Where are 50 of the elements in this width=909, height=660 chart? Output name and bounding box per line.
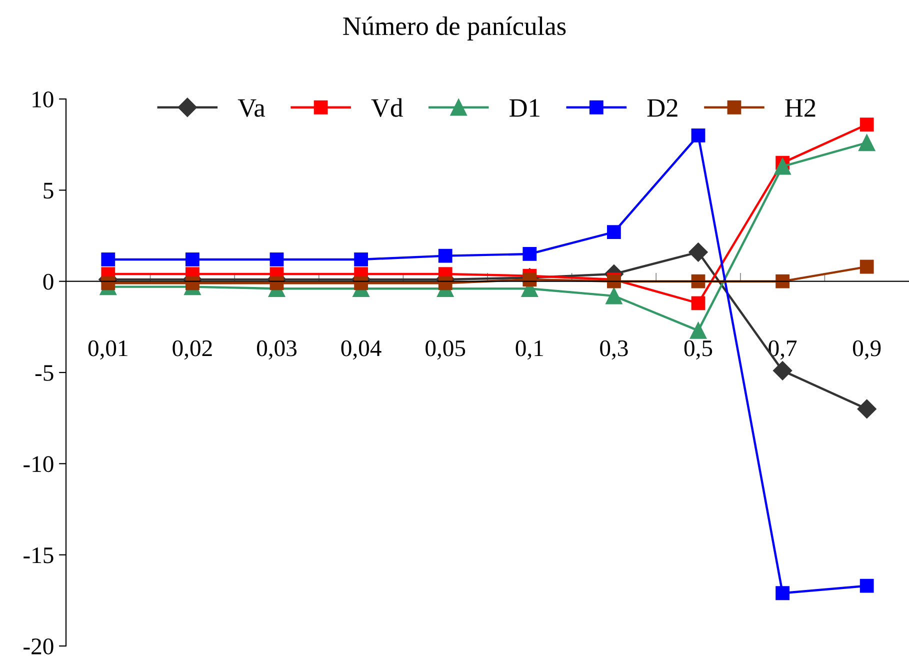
point	[270, 276, 284, 290]
x-tick-label: 0,3	[600, 340, 628, 360]
y-tick-label: 10	[32, 91, 54, 108]
x-tick-label: 0,5	[684, 340, 712, 360]
point	[438, 276, 452, 290]
point	[857, 399, 876, 418]
point	[860, 260, 874, 274]
x-tick-label: 0,1	[516, 340, 543, 360]
legend-label: D2	[647, 99, 678, 117]
point	[522, 247, 537, 261]
point	[773, 361, 792, 380]
point	[776, 586, 790, 600]
point	[186, 276, 200, 290]
x-tick-label: 0,05	[426, 340, 466, 360]
point	[690, 322, 707, 339]
point	[607, 225, 621, 240]
point	[776, 274, 790, 288]
point	[354, 276, 368, 290]
legend-label: Vd	[371, 98, 403, 118]
x-tick-label: 0,02	[172, 340, 212, 360]
point	[858, 134, 876, 152]
x-tick-label: 0,04	[341, 340, 382, 360]
point	[101, 252, 116, 266]
y-tick-label: -10	[24, 456, 54, 472]
y-tick-label: -20	[24, 638, 54, 654]
point	[860, 578, 874, 593]
legend-label: H2	[785, 99, 816, 117]
y-tick-label: 0	[43, 274, 54, 290]
point	[606, 288, 622, 304]
point	[691, 274, 706, 288]
point	[522, 272, 537, 286]
point	[438, 248, 452, 263]
point	[691, 128, 706, 142]
point	[774, 158, 791, 175]
chart-title: Número de panículas	[343, 16, 566, 40]
y-tick-label: 5	[44, 182, 54, 199]
y-tick-label: -15	[24, 547, 54, 564]
point	[691, 296, 706, 310]
x-tick-label: 0,03	[256, 340, 296, 360]
point	[688, 242, 708, 262]
y-tick-label: -5	[35, 365, 54, 381]
point	[270, 252, 284, 266]
legend-label: D1	[510, 99, 540, 117]
x-tick-label: 0,9	[852, 340, 881, 360]
legend-label: Va	[238, 99, 266, 118]
point	[860, 118, 874, 132]
point	[354, 252, 368, 266]
point	[101, 276, 116, 290]
x-tick-label: 0,01	[88, 340, 128, 360]
point	[186, 252, 200, 266]
